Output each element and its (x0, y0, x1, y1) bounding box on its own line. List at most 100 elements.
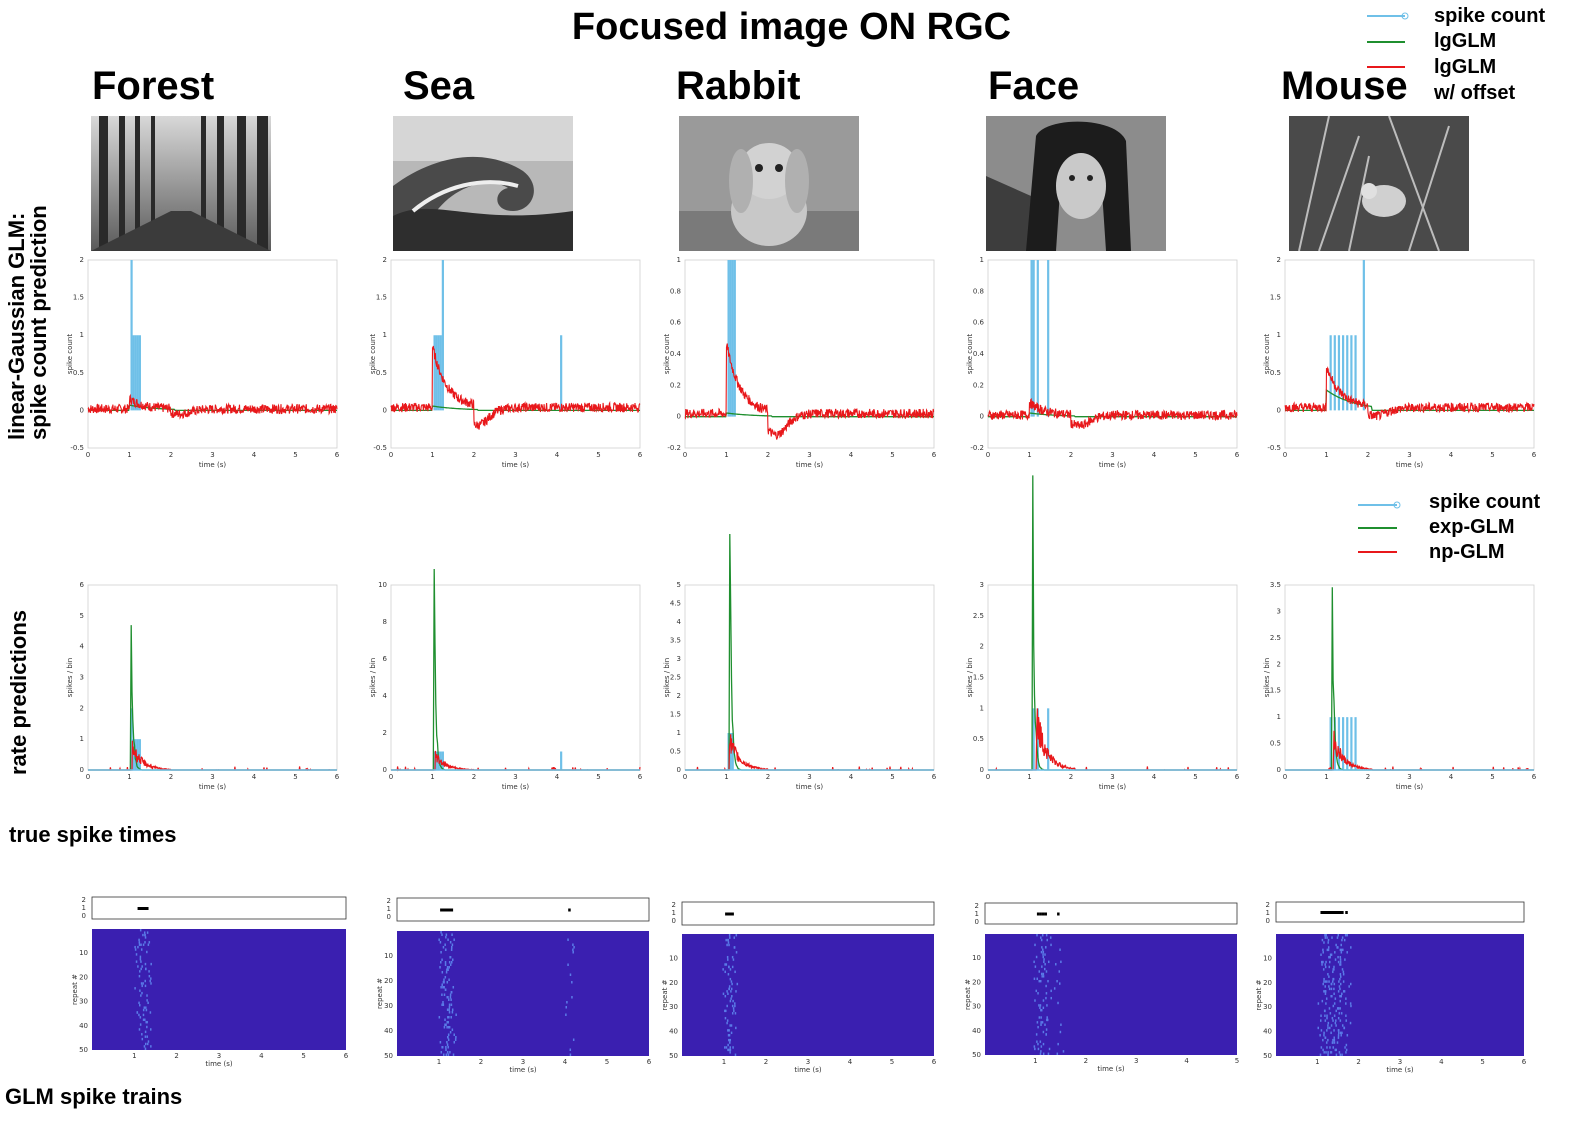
raster-spike-13-37-0 (1040, 1023, 1042, 1026)
raster-spike-14-34-1 (1326, 1016, 1328, 1020)
raster-spike-14-42-7 (1333, 1036, 1335, 1039)
raster-spike-13-15-0 (1038, 970, 1041, 973)
raster-spike-14-35-6 (1335, 1019, 1337, 1022)
raster-spike-10-36-1 (139, 1016, 142, 1019)
raster-spike-13-37-4 (1060, 1023, 1062, 1026)
raster-spike-13-44-2 (1039, 1040, 1042, 1043)
true-spike-ytick-14-1: 1 (1266, 909, 1270, 917)
raster-spike-14-4-10 (1340, 943, 1342, 947)
raster-spike-12-32-3 (734, 1012, 737, 1015)
raster-spike-14-10-8 (1339, 958, 1342, 961)
raster-spike-12-43-2 (729, 1038, 732, 1042)
raster-spike-14-18-7 (1332, 977, 1335, 981)
true-spike-ytick-11-1: 1 (387, 905, 391, 913)
raster-spike-11-32-5 (451, 1011, 454, 1014)
true-spike-mark-14-11 (1345, 911, 1348, 914)
y-tick-label-7-2: 1 (677, 729, 681, 737)
y-axis-label-6: spikes / bin (369, 658, 377, 697)
x-tick-label-3-0: 0 (986, 451, 990, 459)
raster-spike-11-34-2 (448, 1016, 450, 1019)
raster-spike-13-4-0 (1034, 943, 1036, 947)
raster-spike-11-6-0 (442, 946, 445, 949)
x-tick-label-1-2: 2 (472, 451, 476, 459)
x-tick-label-0-1: 1 (127, 451, 131, 459)
raster-spike-13-45-1 (1037, 1042, 1039, 1046)
raster-spike-10-2-3 (144, 933, 146, 937)
raster-spike-11-16-3 (445, 971, 448, 974)
x-axis-label-9: time (s) (1396, 783, 1423, 791)
raster-spike-14-6-9 (1342, 948, 1344, 952)
raster-spike-14-28-0 (1317, 1002, 1320, 1005)
raster-spike-14-47-10 (1345, 1048, 1348, 1052)
raster-spike-14-43-4 (1327, 1038, 1329, 1042)
raster-spike-14-13-6 (1333, 965, 1335, 969)
raster-spike-13-1-0 (1040, 936, 1042, 939)
x-axis-label-1: time (s) (502, 461, 529, 469)
raster-spike-14-47-1 (1322, 1048, 1324, 1052)
y-tick-label-5-3: 3 (80, 674, 84, 682)
raster-heatmap-13 (985, 934, 1237, 1055)
raster-spike-14-16-10 (1339, 973, 1342, 976)
raster-spike-14-41-0 (1319, 1034, 1321, 1037)
raster-spike-14-35-0 (1320, 1019, 1322, 1022)
raster-spike-10-6-0 (140, 943, 142, 946)
raster-spike-13-4-3 (1050, 943, 1052, 947)
raster-spike-13-17-2 (1042, 975, 1045, 978)
raster-spike-14-34-5 (1331, 1016, 1334, 1020)
raster-spike-14-17-10 (1339, 975, 1342, 978)
raster-spike-13-15-4 (1058, 970, 1061, 973)
y-tick-label-5-6: 6 (80, 581, 85, 589)
raster-ytick-12-0: 10 (669, 954, 678, 962)
raster-spike-12-23-1 (730, 990, 732, 993)
raster-xtick-11-1: 2 (479, 1058, 483, 1066)
raster-spike-11-26-3 (447, 996, 449, 999)
raster-spike-11-6-5 (451, 946, 453, 949)
raster-spike-12-13-3 (728, 965, 730, 969)
raster-spike-13-8-2 (1042, 953, 1044, 956)
raster-spike-14-20-7 (1339, 982, 1342, 986)
raster-spike-13-41-0 (1035, 1033, 1038, 1036)
raster-spike-13-1-3 (1049, 936, 1052, 939)
raster-spike-13-18-0 (1033, 977, 1036, 980)
x-tick-label-2-3: 3 (807, 451, 811, 459)
x-tick-label-0-6: 6 (335, 451, 340, 459)
raster-spike-14-42-8 (1337, 1036, 1340, 1039)
raster-spike-14-18-9 (1339, 977, 1341, 981)
y-tick-label-7-1: 0.5 (670, 748, 681, 756)
y-tick-label-7-7: 3.5 (670, 637, 681, 645)
raster-spike-14-0-1 (1324, 934, 1326, 937)
y-tick-label-6-0: 0 (383, 766, 387, 774)
raster-spike-12-27-2 (732, 999, 734, 1003)
row-label-spike-count-line2: spike count prediction (26, 205, 51, 440)
raster-spike-10-15-1 (137, 965, 139, 968)
raster-spike-10-34-4 (149, 1011, 152, 1014)
column-title-mouse: Mouse (1281, 64, 1408, 108)
raster-spike-14-48-3 (1330, 1051, 1333, 1054)
photo-rabbit (679, 116, 859, 251)
raster-spike-14-19-1 (1323, 980, 1325, 983)
x-tick-label-2-6: 6 (932, 451, 937, 459)
series-line-red-4 (1284, 366, 1535, 421)
raster-spike-11-48-4 (446, 1051, 449, 1054)
raster-spike-12-28-2 (734, 1002, 736, 1005)
raster-spike-10-34-1 (136, 1011, 139, 1014)
x-tick-label-7-3: 3 (807, 773, 811, 781)
raster-spike-13-36-0 (1036, 1021, 1039, 1024)
raster-spike-10-49-1 (144, 1047, 147, 1050)
raster-spike-10-39-0 (139, 1023, 142, 1026)
raster-spike-11-12-0 (440, 961, 442, 964)
raster-spike-13-13-3 (1041, 965, 1043, 968)
raster-spike-14-48-11 (1345, 1051, 1347, 1054)
raster-spike-12-46-3 (729, 1046, 732, 1049)
raster-spike-11-28-6 (566, 1001, 568, 1004)
raster-spike-14-6-3 (1327, 948, 1330, 952)
y-tick-label-2-5: 0.8 (670, 287, 681, 295)
raster-spike-14-22-4 (1333, 987, 1335, 991)
x-tick-label-5-2: 2 (169, 773, 173, 781)
raster-spike-11-46-3 (447, 1046, 449, 1049)
raster-spike-14-39-5 (1333, 1029, 1335, 1032)
raster-spike-14-26-11 (1345, 997, 1347, 1000)
raster-spike-10-30-1 (138, 1001, 140, 1005)
